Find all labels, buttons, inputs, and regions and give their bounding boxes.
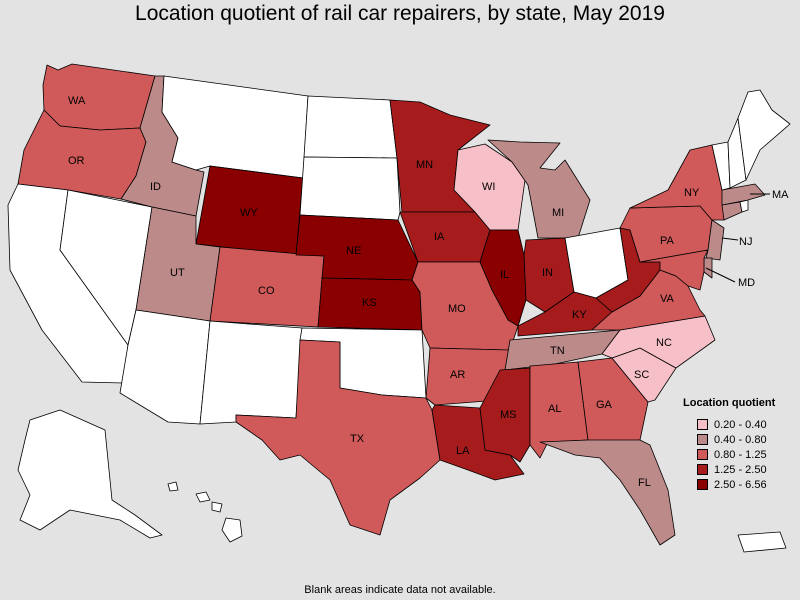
legend-title: Location quotient — [683, 397, 776, 409]
state-NM[interactable] — [199, 320, 303, 425]
legend-item: 0.20 - 0.40 — [683, 417, 798, 432]
state-TX[interactable] — [235, 339, 441, 536]
legend-label: 0.40 - 0.80 — [714, 433, 767, 446]
label-NY: NY — [684, 187, 700, 199]
legend-item: 1.25 - 2.50 — [683, 462, 798, 477]
label-WA: WA — [68, 95, 86, 107]
label-FL: FL — [638, 477, 651, 489]
label-NJ: NJ — [739, 236, 752, 248]
state-DE[interactable] — [703, 257, 713, 279]
legend-label: 0.20 - 0.40 — [714, 418, 767, 431]
label-LA: LA — [456, 445, 470, 457]
label-MO: MO — [448, 303, 466, 315]
label-IA: IA — [434, 231, 445, 243]
label-MN: MN — [416, 159, 433, 171]
label-TN: TN — [550, 345, 565, 357]
legend-swatch — [697, 464, 708, 475]
label-PA: PA — [660, 235, 675, 247]
footnote: Blank areas indicate data not available. — [304, 584, 496, 596]
state-MT[interactable] — [161, 75, 309, 179]
legend-item: 0.80 - 1.25 — [683, 447, 798, 462]
state-ME[interactable] — [737, 89, 791, 181]
label-NE: NE — [346, 245, 361, 257]
legend-rows: 0.20 - 0.40 0.40 - 0.80 0.80 - 1.25 1.25 - … — [683, 417, 798, 492]
label-OR: OR — [68, 155, 85, 167]
label-IN: IN — [542, 267, 553, 279]
label-WI: WI — [482, 181, 495, 193]
label-ID: ID — [150, 181, 161, 193]
legend-swatch — [697, 419, 708, 430]
label-MA: MA — [772, 189, 789, 201]
state-ND[interactable] — [303, 95, 398, 159]
legend-item: 0.40 - 0.80 — [683, 432, 798, 447]
state-MD[interactable] — [639, 249, 709, 291]
label-AL: AL — [548, 403, 561, 415]
label-GA: GA — [596, 399, 613, 411]
label-KS: KS — [362, 297, 377, 309]
legend-label: 2.50 - 6.56 — [714, 478, 767, 491]
label-UT: UT — [170, 267, 185, 279]
label-MI: MI — [552, 207, 564, 219]
legend-label: 0.80 - 1.25 — [714, 448, 767, 461]
state-NJ[interactable] — [705, 219, 725, 261]
state-TN[interactable] — [504, 329, 621, 371]
legend-swatch — [697, 434, 708, 445]
label-CO: CO — [258, 285, 275, 297]
legend-item: 2.50 - 6.56 — [683, 477, 798, 492]
label-MD: MD — [738, 277, 755, 289]
state-SD[interactable] — [299, 156, 401, 221]
label-WY: WY — [240, 207, 258, 219]
state-HI[interactable] — [167, 481, 243, 543]
label-AR: AR — [450, 369, 465, 381]
legend-swatch — [697, 479, 708, 490]
label-SC: SC — [634, 369, 649, 381]
label-KY: KY — [572, 309, 587, 321]
state-PR[interactable] — [737, 531, 787, 553]
state-FL[interactable] — [539, 439, 676, 546]
state-WA[interactable] — [42, 63, 156, 131]
map-title: Location quotient of rail car repairers,… — [135, 2, 665, 25]
label-VA: VA — [660, 293, 675, 305]
state-MI[interactable] — [487, 139, 591, 239]
legend-swatch — [697, 449, 708, 460]
legend: Location quotient 0.20 - 0.40 0.40 - 0.80… — [683, 397, 798, 492]
label-MS: MS — [500, 409, 517, 421]
label-NC: NC — [656, 337, 672, 349]
state-MA[interactable] — [721, 183, 766, 206]
state-AK[interactable] — [17, 409, 163, 539]
state-AZ[interactable] — [119, 309, 211, 425]
leader-line-nj — [721, 237, 739, 241]
label-TX: TX — [350, 433, 365, 445]
legend-label: 1.25 - 2.50 — [714, 463, 767, 476]
leader-line-md — [705, 267, 736, 283]
label-IL: IL — [500, 269, 509, 281]
